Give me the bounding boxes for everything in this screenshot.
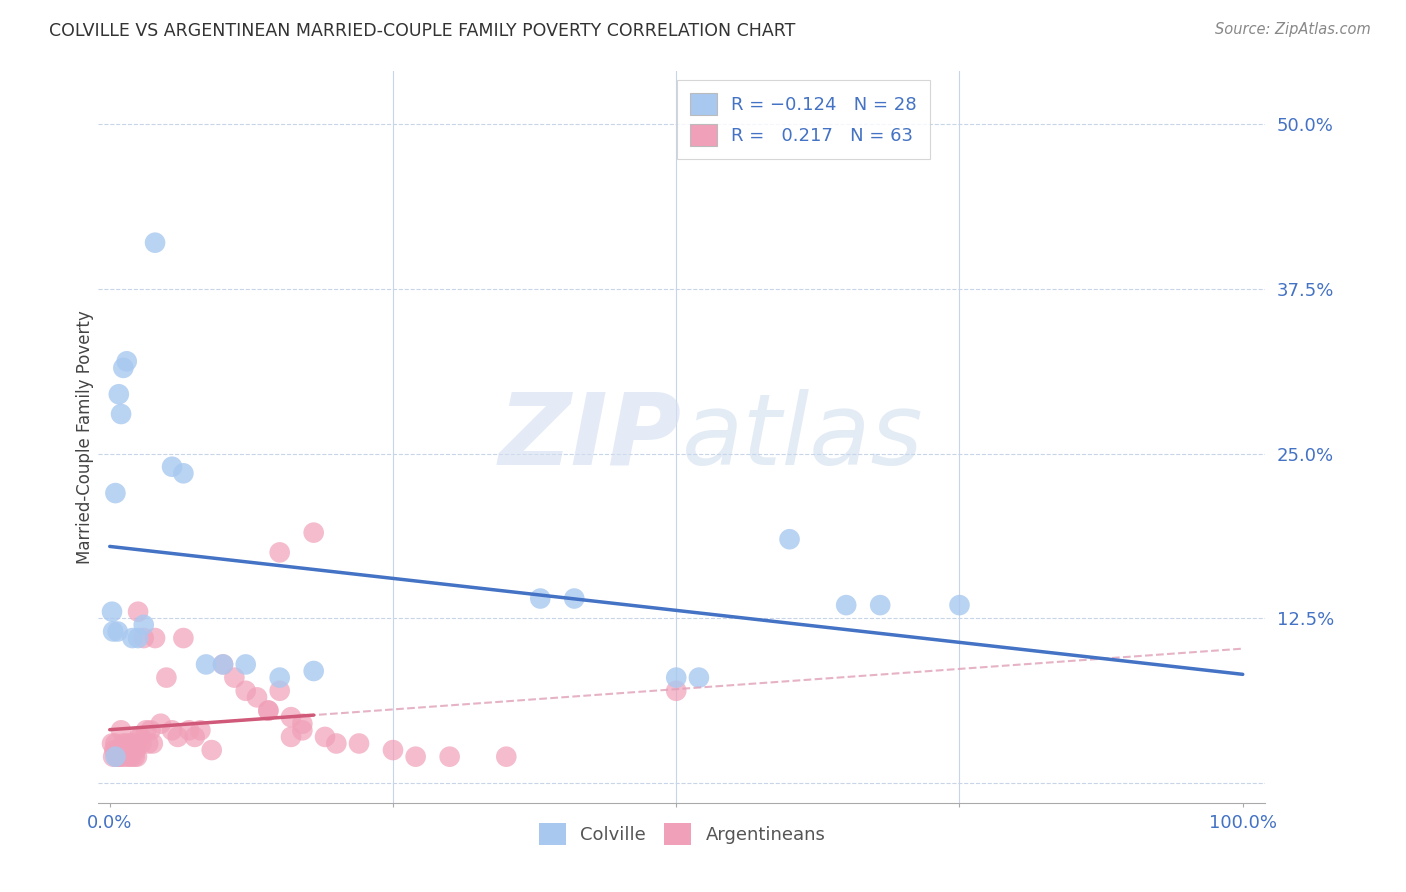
Point xyxy=(195,657,218,672)
Point xyxy=(382,743,405,757)
Point xyxy=(562,591,585,606)
Point xyxy=(183,730,205,744)
Point xyxy=(291,716,314,731)
Point xyxy=(135,723,157,738)
Point xyxy=(121,631,143,645)
Point xyxy=(122,737,145,751)
Point xyxy=(127,631,149,645)
Point xyxy=(107,624,129,639)
Point xyxy=(124,749,146,764)
Point xyxy=(112,737,135,751)
Point xyxy=(114,743,136,757)
Point xyxy=(110,407,132,421)
Point xyxy=(111,749,134,764)
Point xyxy=(118,749,141,764)
Point xyxy=(160,459,183,474)
Point xyxy=(121,743,143,757)
Point xyxy=(149,716,172,731)
Point xyxy=(235,683,257,698)
Point xyxy=(257,704,280,718)
Point xyxy=(129,730,152,744)
Point xyxy=(139,723,162,738)
Point xyxy=(103,743,125,757)
Text: atlas: atlas xyxy=(682,389,924,485)
Point xyxy=(779,533,801,547)
Text: COLVILLE VS ARGENTINEAN MARRIED-COUPLE FAMILY POVERTY CORRELATION CHART: COLVILLE VS ARGENTINEAN MARRIED-COUPLE F… xyxy=(49,22,796,40)
Point xyxy=(291,723,314,738)
Point xyxy=(314,730,336,744)
Point xyxy=(142,737,165,751)
Point xyxy=(155,671,177,685)
Point xyxy=(166,730,188,744)
Point xyxy=(235,657,257,672)
Point xyxy=(224,671,246,685)
Point xyxy=(114,749,136,764)
Point xyxy=(325,737,347,751)
Point xyxy=(302,664,325,678)
Point xyxy=(104,737,127,751)
Point xyxy=(269,545,291,559)
Point xyxy=(108,749,131,764)
Point xyxy=(439,749,461,764)
Point xyxy=(115,354,138,368)
Point xyxy=(136,737,159,751)
Text: Source: ZipAtlas.com: Source: ZipAtlas.com xyxy=(1215,22,1371,37)
Point xyxy=(143,631,166,645)
Point xyxy=(665,671,688,685)
Point xyxy=(212,657,235,672)
Point xyxy=(107,749,129,764)
Point xyxy=(190,723,212,738)
Point xyxy=(160,723,183,738)
Point xyxy=(302,525,325,540)
Point xyxy=(405,749,427,764)
Point xyxy=(172,631,194,645)
Point xyxy=(101,624,124,639)
Point xyxy=(172,467,194,481)
Point xyxy=(104,486,127,500)
Point xyxy=(115,737,138,751)
Point xyxy=(131,737,153,751)
Point xyxy=(246,690,269,705)
Point xyxy=(269,671,291,685)
Point xyxy=(688,671,710,685)
Text: ZIP: ZIP xyxy=(499,389,682,485)
Point xyxy=(495,749,517,764)
Point xyxy=(529,591,551,606)
Point xyxy=(101,605,124,619)
Point xyxy=(212,657,235,672)
Point xyxy=(269,683,291,698)
Point xyxy=(835,598,858,612)
Point xyxy=(105,749,128,764)
Point xyxy=(177,723,200,738)
Point xyxy=(101,749,124,764)
Point xyxy=(110,723,132,738)
Point xyxy=(120,737,142,751)
Point xyxy=(280,710,302,724)
Legend: Colville, Argentineans: Colville, Argentineans xyxy=(531,816,832,852)
Point xyxy=(132,631,155,645)
Point xyxy=(108,743,131,757)
Point xyxy=(125,743,148,757)
Point xyxy=(125,749,148,764)
Point xyxy=(108,387,131,401)
Point xyxy=(948,598,970,612)
Point xyxy=(101,737,124,751)
Point xyxy=(117,743,139,757)
Point xyxy=(347,737,370,751)
Point xyxy=(143,235,166,250)
Point xyxy=(665,683,688,698)
Point xyxy=(112,360,135,375)
Point xyxy=(280,730,302,744)
Point xyxy=(104,749,127,764)
Point xyxy=(201,743,224,757)
Point xyxy=(128,730,150,744)
Point xyxy=(132,618,155,632)
Point xyxy=(869,598,891,612)
Point xyxy=(257,704,280,718)
Point xyxy=(120,749,142,764)
Y-axis label: Married-Couple Family Poverty: Married-Couple Family Poverty xyxy=(76,310,94,564)
Point xyxy=(127,605,149,619)
